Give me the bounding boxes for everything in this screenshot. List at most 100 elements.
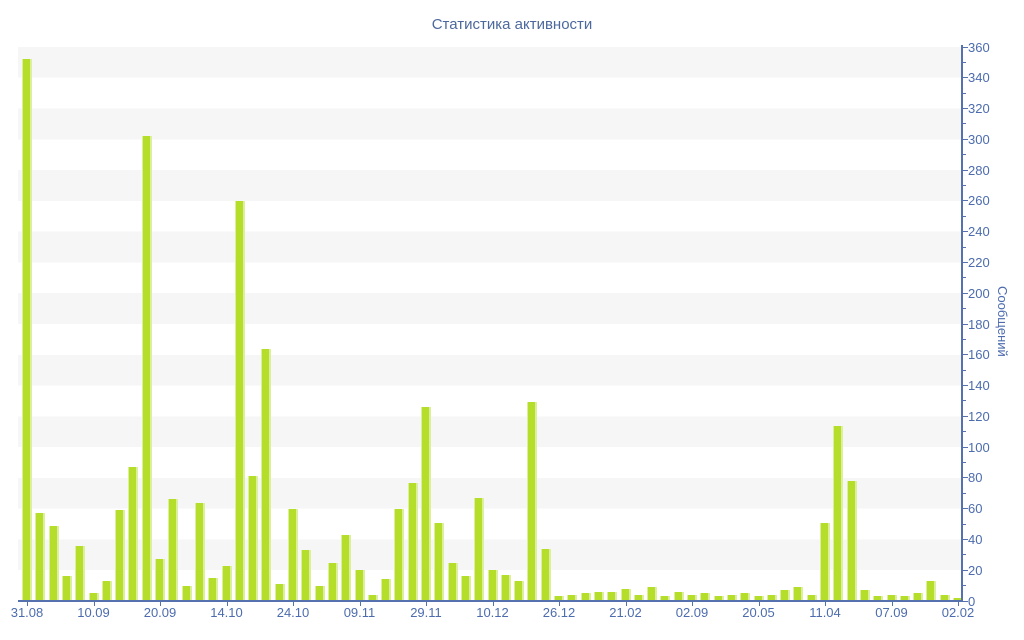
- y-axis-tick: [963, 292, 968, 294]
- bar: [460, 576, 471, 601]
- bar: [88, 593, 99, 601]
- bar: [421, 407, 431, 601]
- y-axis-tick: [963, 554, 966, 556]
- y-axis-tick-label: 260: [968, 193, 990, 209]
- x-axis-tick: [27, 602, 28, 606]
- y-axis-tick: [963, 323, 968, 325]
- y-axis-tick: [963, 523, 966, 525]
- chart-title: Статистика активности: [431, 16, 593, 33]
- bar: [288, 508, 298, 601]
- bar: [820, 522, 830, 601]
- bar: [314, 585, 325, 601]
- y-axis-tick: [963, 600, 968, 602]
- bar: [327, 562, 338, 601]
- x-axis-tick-label: 02.09: [675, 605, 709, 620]
- x-axis-tick-label: 10.12: [476, 605, 509, 620]
- x-axis-tick: [891, 602, 893, 606]
- y-axis-tick: [963, 92, 966, 94]
- bar: [434, 522, 445, 601]
- bar: [155, 559, 165, 601]
- bar: [700, 593, 711, 601]
- y-axis-tick-label: 280: [968, 162, 990, 178]
- y-axis-tick-label: 140: [968, 378, 990, 394]
- y-axis-tick: [963, 477, 968, 479]
- bar: [673, 591, 684, 601]
- y-axis-tick-label: 240: [968, 224, 990, 240]
- y-axis-tick-label: 320: [968, 101, 990, 117]
- y-axis-tick: [963, 231, 968, 233]
- y-axis-tick: [963, 415, 968, 417]
- y-axis-tick: [963, 385, 968, 387]
- x-axis-tick-label: 29.11: [410, 605, 442, 620]
- y-axis-tick-label: 0: [968, 593, 976, 609]
- bar: [128, 467, 139, 601]
- y-axis-tick: [963, 108, 968, 110]
- x-axis-tick: [293, 602, 294, 606]
- bar: [593, 591, 604, 601]
- plot-area: [18, 47, 963, 601]
- bar: [194, 502, 205, 601]
- x-axis-tick-label: 02.02: [941, 605, 975, 620]
- bar: [620, 588, 631, 601]
- bar: [793, 587, 804, 601]
- bar: [447, 562, 458, 601]
- y-axis-tick-label: 160: [968, 347, 990, 363]
- bar: [806, 594, 817, 601]
- bar: [846, 480, 857, 601]
- y-axis-tick: [963, 185, 966, 186]
- bar: [567, 594, 578, 601]
- x-axis-tick-label: 21.02: [609, 605, 642, 620]
- bar: [633, 594, 644, 601]
- y-axis-tick: [963, 277, 966, 279]
- y-axis-tick-label: 120: [968, 408, 990, 424]
- x-axis-tick: [93, 602, 95, 606]
- y-axis-tick: [963, 462, 966, 463]
- bar: [221, 565, 232, 601]
- x-axis-tick-label: 14.10: [210, 605, 243, 620]
- bar: [540, 548, 551, 601]
- bar: [394, 508, 405, 601]
- y-axis-tick: [963, 538, 968, 540]
- y-axis-tick: [963, 354, 968, 356]
- y-axis-tick-label: 60: [968, 501, 983, 517]
- bar: [580, 593, 591, 601]
- bar: [514, 581, 525, 601]
- bar: [913, 593, 924, 601]
- bar: [261, 348, 272, 601]
- x-axis-tick-label: 11.04: [809, 605, 841, 620]
- x-axis-tick-label: 09.11: [343, 605, 376, 620]
- bar: [713, 596, 724, 601]
- y-axis-tick-label: 200: [968, 285, 990, 301]
- bar: [367, 594, 378, 601]
- y-axis-tick-label: 180: [968, 316, 990, 332]
- y-axis-tick-label: 80: [968, 470, 983, 486]
- y-axis-tick-label: 100: [968, 439, 990, 455]
- bar: [115, 510, 126, 601]
- y-axis-tick-label: 40: [968, 531, 983, 547]
- y-axis-tick: [963, 369, 966, 371]
- y-axis-line: [961, 45, 963, 602]
- y-axis-tick: [963, 431, 966, 433]
- bar: [740, 593, 751, 601]
- x-axis-tick: [359, 602, 361, 606]
- x-axis-tick-label: 31.08: [10, 605, 44, 620]
- bar: [181, 585, 192, 601]
- x-axis-tick-label: 07.09: [875, 605, 908, 620]
- y-axis-tick: [963, 308, 966, 310]
- bar: [527, 402, 538, 601]
- y-axis-tick: [963, 446, 968, 448]
- bar: [301, 550, 312, 601]
- bar: [208, 577, 219, 601]
- bar: [766, 594, 777, 601]
- bar: [234, 200, 245, 601]
- y-axis-tick: [963, 569, 968, 571]
- x-axis-tick: [426, 602, 427, 606]
- x-axis-tick: [492, 602, 494, 606]
- y-axis-tick: [963, 200, 968, 202]
- bar: [141, 136, 152, 601]
- bar: [554, 596, 564, 601]
- bar: [647, 587, 658, 601]
- x-axis-tick: [160, 602, 161, 606]
- bar: [75, 545, 86, 601]
- bar: [899, 596, 910, 601]
